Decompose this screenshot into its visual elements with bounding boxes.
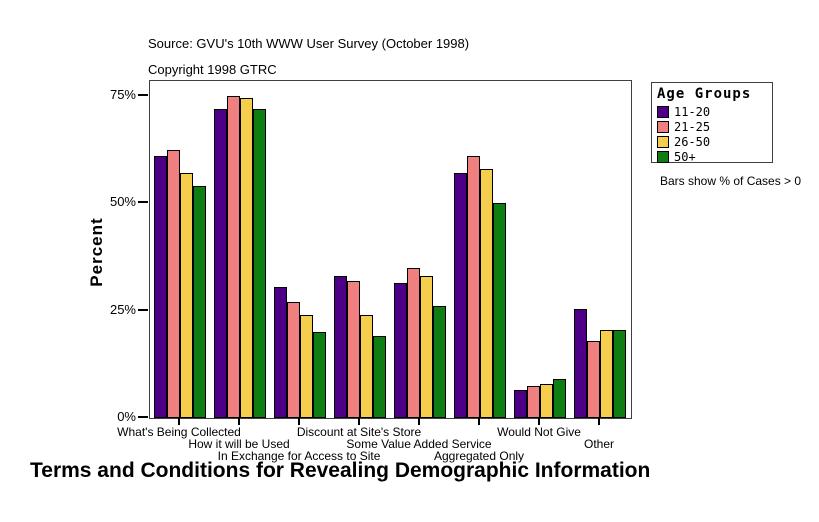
legend-swatch	[657, 120, 669, 133]
x-tick-mark	[178, 418, 180, 425]
legend: Age Groups 11-20 21-25 26-50 50+	[651, 82, 773, 164]
bar	[587, 341, 600, 418]
bar	[373, 336, 386, 418]
bar	[167, 150, 180, 418]
bar	[193, 186, 206, 418]
bar	[394, 283, 407, 418]
y-tick-mark	[138, 416, 148, 418]
legend-swatch	[657, 150, 669, 163]
y-axis-title: Percent	[87, 217, 106, 287]
x-tick-mark	[238, 418, 240, 425]
bar	[420, 276, 433, 418]
y-tick-label: 50%	[109, 194, 136, 210]
legend-label: 11-20	[674, 104, 711, 119]
x-tick-mark	[538, 418, 540, 425]
bars-note: Bars show % of Cases > 0	[660, 174, 802, 188]
bar	[300, 315, 313, 418]
legend-label: 21-25	[674, 119, 711, 134]
chart-title: Terms and Conditions for Revealing Demog…	[30, 459, 651, 482]
y-tick-label: 0%	[117, 409, 136, 424]
bar-group	[510, 81, 570, 418]
x-category-label: Aggregated Only	[433, 449, 525, 463]
legend-title: Age Groups	[657, 86, 752, 102]
bar	[334, 276, 347, 418]
bar	[600, 330, 613, 418]
copyright-text: Copyright 1998 GTRC	[148, 62, 277, 77]
legend-items: 11-20 21-25 26-50 50+	[657, 104, 767, 164]
x-category-label: What's Being Collected	[117, 425, 241, 439]
x-tick-mark	[598, 418, 600, 425]
x-category-label: How it will be Used	[188, 437, 290, 451]
bar	[467, 156, 480, 418]
bar-group	[390, 81, 450, 418]
bar	[574, 309, 587, 418]
plot-area	[149, 80, 632, 419]
x-category-label: Discount at Site's Store	[296, 425, 422, 439]
y-tick-mark	[138, 94, 148, 97]
bar	[553, 379, 566, 418]
bar	[493, 203, 506, 418]
legend-label: 26-50	[674, 134, 711, 149]
bar	[214, 109, 227, 418]
bar	[313, 332, 326, 418]
legend-item: 50+	[657, 149, 767, 164]
bar	[454, 173, 467, 418]
bar	[154, 156, 167, 418]
bar	[527, 386, 540, 418]
legend-swatch	[657, 105, 669, 118]
x-tick-mark	[358, 418, 360, 425]
bar	[480, 169, 493, 418]
bar	[240, 98, 253, 418]
x-tick-mark	[298, 418, 300, 425]
x-category-label: Some Value Added Service	[346, 437, 492, 451]
y-tick-label: 25%	[109, 301, 136, 317]
x-tick-mark	[418, 418, 420, 425]
legend-item: 26-50	[657, 134, 767, 149]
bar	[287, 302, 300, 418]
y-tick-label: 75%	[109, 87, 136, 103]
y-tick-mark	[138, 308, 148, 311]
x-category-label: Would Not Give	[497, 425, 581, 439]
bar	[433, 306, 446, 418]
bar	[514, 390, 527, 418]
bar-group	[210, 81, 270, 418]
x-category-label: Other	[583, 437, 615, 451]
bar-group	[150, 81, 210, 418]
bar	[613, 330, 626, 418]
source-text: Source: GVU's 10th WWW User Survey (Octo…	[148, 36, 470, 51]
legend-item: 11-20	[657, 104, 767, 119]
bar-group	[270, 81, 330, 418]
bar	[540, 384, 553, 418]
bar	[360, 315, 373, 418]
bar	[227, 96, 240, 418]
x-tick-mark	[478, 418, 480, 425]
bar-group	[570, 81, 630, 418]
legend-swatch	[657, 135, 669, 148]
bar	[253, 109, 266, 418]
x-category-label: In Exchange for Access to Site	[217, 449, 381, 463]
y-tick-mark	[138, 201, 148, 204]
bar	[274, 287, 287, 418]
legend-label: 50+	[674, 149, 696, 164]
bar-group	[330, 81, 390, 418]
bar	[407, 268, 420, 418]
legend-item: 21-25	[657, 119, 767, 134]
bar	[347, 281, 360, 418]
bar	[180, 173, 193, 418]
bar-group	[450, 81, 510, 418]
